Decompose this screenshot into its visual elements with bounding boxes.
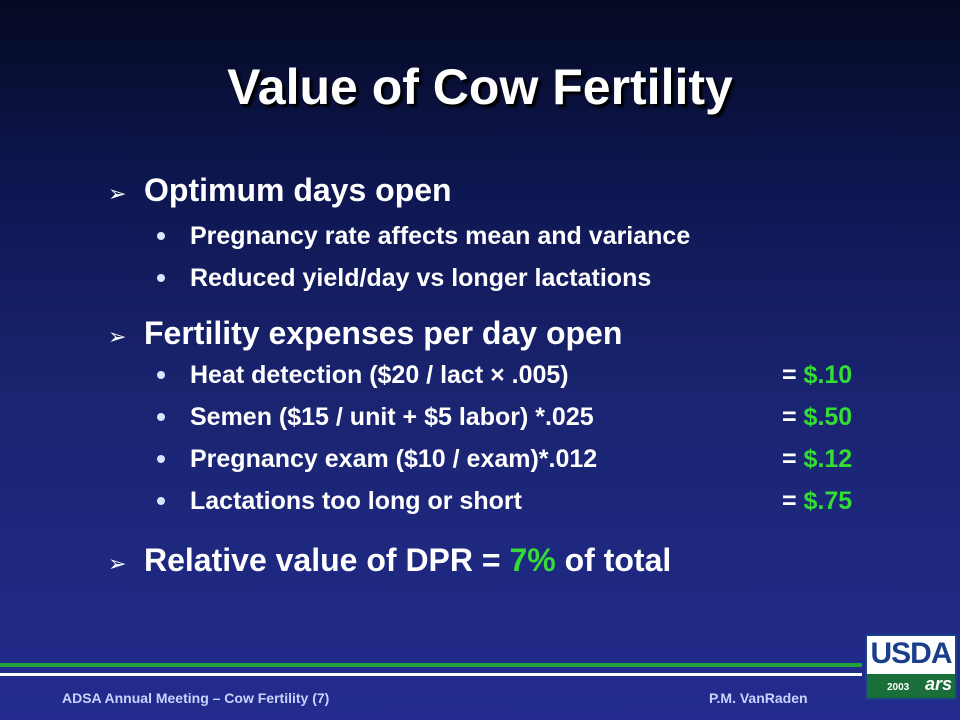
footer-rule-white	[0, 673, 862, 676]
dot-bullet-icon	[157, 274, 165, 282]
usda-logo: USDA 2003 ars	[865, 634, 957, 700]
bullet-heading: ➢ Relative value of DPR = 7% of total	[108, 542, 671, 579]
cost-value: = $.10	[782, 361, 853, 389]
footer-left-text: ADSA Annual Meeting – Cow Fertility (7)	[62, 690, 330, 706]
usda-logo-text: USDA	[870, 637, 952, 670]
heading-text: Relative value of DPR = 7% of total	[144, 542, 672, 578]
sub-bullet: Heat detection ($20 / lact × .005) = $.1…	[157, 354, 852, 396]
bullet-heading: ➢ Optimum days open	[108, 172, 690, 209]
arrow-bullet-icon: ➢	[108, 551, 127, 576]
sub-bullet: Reduced yield/day vs longer lactations	[157, 257, 690, 299]
cost-value: = $.12	[782, 445, 853, 473]
slide-title: Value of Cow Fertility	[227, 59, 733, 115]
heading-text: Optimum days open	[144, 172, 452, 208]
footer-right-text: P.M. VanRaden	[709, 690, 808, 706]
sub-bullet: Pregnancy exam ($10 / exam)*.012 = $.12	[157, 438, 852, 480]
section-relative-value: ➢ Relative value of DPR = 7% of total	[108, 542, 671, 579]
sub-bullet-text: Semen ($15 / unit + $5 labor) *.025	[190, 403, 594, 431]
dot-bullet-icon	[157, 371, 165, 379]
arrow-bullet-icon: ➢	[108, 181, 127, 206]
heading-text: Fertility expenses per day open	[144, 315, 623, 351]
footer-rule-green	[0, 663, 862, 667]
sub-bullet-text: Reduced yield/day vs longer lactations	[190, 264, 652, 292]
sub-bullet-text: Lactations too long or short	[190, 487, 522, 515]
dot-bullet-icon	[157, 232, 165, 240]
logo-band	[867, 674, 955, 698]
section-optimum-days-open: ➢ Optimum days open Pregnancy rate affec…	[108, 172, 690, 299]
sub-bullet: Pregnancy rate affects mean and variance	[157, 215, 691, 257]
sub-bullet-text: Pregnancy exam ($10 / exam)*.012	[190, 445, 598, 473]
sub-bullet: Semen ($15 / unit + $5 labor) *.025 = $.…	[157, 396, 852, 438]
bullet-heading: ➢ Fertility expenses per day open	[108, 315, 622, 352]
dot-bullet-icon	[157, 413, 165, 421]
logo-year: 2003	[887, 682, 910, 693]
arrow-bullet-icon: ➢	[108, 324, 127, 349]
highlight-value: 7%	[509, 542, 556, 578]
section-fertility-expenses: ➢ Fertility expenses per day open Heat d…	[108, 315, 852, 522]
sub-bullet-text: Pregnancy rate affects mean and variance	[190, 222, 691, 250]
sub-bullet: Lactations too long or short = $.75	[157, 480, 852, 522]
cost-value: = $.50	[782, 403, 853, 431]
sub-bullet-text: Heat detection ($20 / lact × .005)	[190, 361, 569, 389]
dot-bullet-icon	[157, 455, 165, 463]
cost-value: = $.75	[782, 487, 853, 515]
dot-bullet-icon	[157, 497, 165, 505]
ars-mark-icon: ars	[925, 674, 953, 694]
